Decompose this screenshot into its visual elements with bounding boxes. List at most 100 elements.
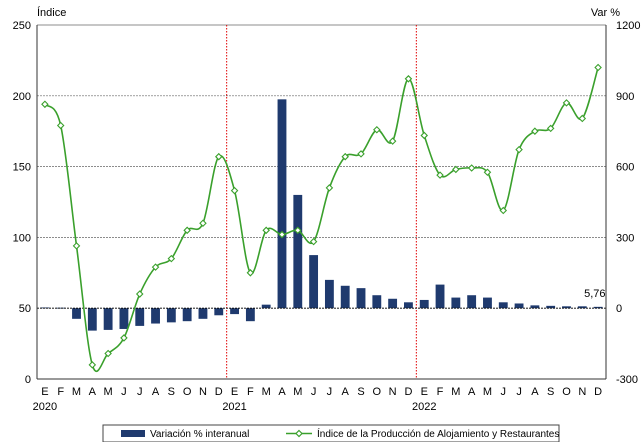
bar	[356, 288, 366, 309]
line-point	[388, 137, 397, 145]
bar	[419, 299, 429, 309]
line-point	[214, 152, 223, 161]
bar	[483, 297, 492, 309]
x-tick-label: S	[168, 386, 175, 398]
x-tick-label: A	[89, 386, 97, 398]
x-tick-label: A	[468, 386, 476, 398]
bar	[151, 308, 160, 324]
y-left-tick-label: 50	[19, 303, 31, 315]
year-label: 2020	[33, 401, 57, 413]
y-right-tick-label: 600	[616, 162, 634, 174]
x-tick-label: E	[231, 386, 238, 398]
bar	[245, 308, 255, 322]
line-point	[104, 349, 112, 358]
line-point	[531, 127, 539, 135]
y-left-axis-label: Índice	[37, 6, 66, 19]
bar-series	[37, 99, 606, 331]
line-point	[594, 63, 602, 72]
bar	[324, 279, 334, 309]
line-point	[294, 226, 302, 235]
line-point	[373, 126, 381, 134]
x-tick-label: J	[311, 386, 317, 398]
y-left-tick-label: 250	[13, 20, 31, 32]
x-tick-label: F	[437, 386, 444, 398]
line-point	[151, 263, 160, 271]
legend: Variación % interanual Índice de la Prod…	[102, 424, 560, 442]
x-tick-label: O	[373, 386, 382, 398]
bar	[514, 303, 524, 309]
line-point	[262, 226, 270, 235]
bar	[182, 308, 192, 322]
bar	[293, 194, 303, 309]
line-point	[88, 361, 97, 369]
line-point	[246, 269, 255, 277]
bar	[166, 308, 176, 323]
line-point	[278, 230, 286, 239]
x-tick-label: F	[247, 386, 254, 398]
x-tick-label: M	[262, 386, 271, 398]
y-left-tick-label: 100	[13, 232, 31, 244]
bar	[577, 306, 587, 309]
x-tick-label: M	[293, 386, 302, 398]
x-tick-label: A	[342, 386, 350, 398]
y-right-tick-label: 1200	[616, 20, 640, 32]
x-tick-label: E	[41, 386, 48, 398]
x-tick-label: J	[137, 386, 143, 398]
line-point	[357, 150, 365, 158]
line-point	[183, 226, 191, 235]
bar	[230, 308, 239, 315]
x-tick-label: E	[421, 386, 428, 398]
bar	[261, 304, 271, 309]
line-point	[546, 124, 555, 133]
x-tick-label: A	[531, 386, 539, 398]
x-tick-label: M	[72, 386, 81, 398]
bar	[56, 307, 66, 309]
line-point	[578, 114, 587, 123]
x-tick-label: D	[594, 386, 602, 398]
x-tick-label: O	[562, 386, 571, 398]
bar	[135, 308, 145, 326]
line-point	[167, 254, 176, 263]
bar	[388, 298, 398, 309]
line-point	[41, 100, 49, 109]
y-right-tick-label: 900	[616, 91, 634, 103]
y-left-tick-label: 150	[13, 162, 31, 174]
line-point	[562, 99, 571, 107]
line-point	[72, 242, 81, 250]
bar	[546, 305, 556, 309]
line-point	[436, 171, 444, 179]
x-tick-label: S	[547, 386, 554, 398]
year-label: 2021	[222, 401, 246, 413]
line-point	[515, 145, 523, 154]
bar	[103, 308, 113, 330]
bar	[72, 308, 81, 319]
x-tick-label: M	[104, 386, 113, 398]
line-point	[230, 186, 239, 195]
line-point	[420, 131, 429, 140]
y-right-tick-label: -300	[616, 374, 638, 386]
line-point	[467, 164, 476, 172]
line-point	[404, 75, 413, 83]
line-point	[56, 121, 65, 130]
bar	[277, 99, 287, 309]
legend-line-label: Índice de la Producción de Alojamiento y…	[317, 427, 559, 440]
x-tick-label: A	[152, 386, 160, 398]
line-point	[499, 206, 508, 215]
x-tick-label: J	[501, 386, 507, 398]
bar	[562, 306, 571, 309]
line-series	[41, 63, 602, 373]
x-tick-label: J	[327, 386, 333, 398]
bar	[340, 285, 350, 309]
legend-bar-label: Variación % interanual	[150, 429, 249, 440]
bar	[214, 308, 224, 316]
line-point	[452, 165, 460, 174]
gridlines	[37, 24, 606, 380]
y-right-tick-labels: -300 0 300 600 900 1200	[616, 20, 640, 386]
bar	[593, 306, 603, 309]
x-tick-label: F	[57, 386, 64, 398]
year-separators	[226, 25, 417, 379]
bar	[404, 302, 413, 309]
x-tick-label: M	[483, 386, 492, 398]
last-value-annotation: 5,76	[584, 288, 605, 300]
